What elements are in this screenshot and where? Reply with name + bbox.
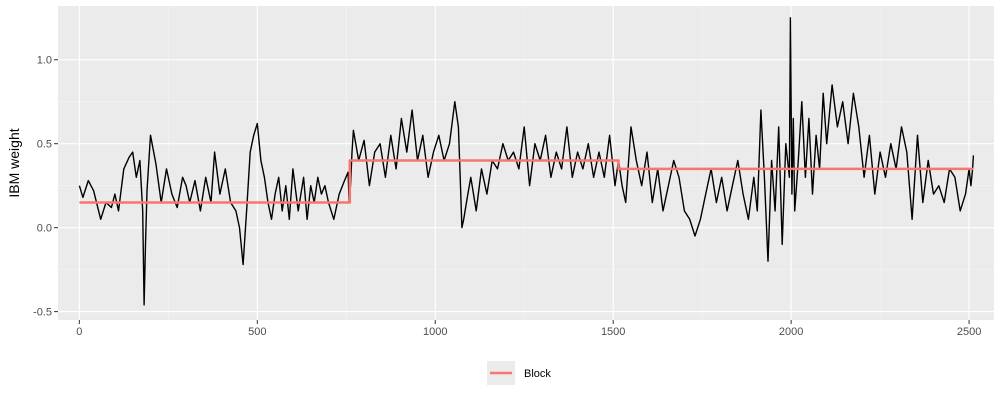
x-tick-label: 0 [76, 326, 82, 338]
block-line [79, 159, 974, 204]
y-tick-label: 0.5 [37, 139, 52, 151]
x-tick-label: 2000 [779, 326, 803, 338]
y-axis: -0.5 0.0 0.5 1.0 [33, 55, 58, 319]
x-tick-label: 1000 [423, 326, 447, 338]
x-axis: 0 500 1000 1500 2000 2500 [76, 320, 981, 338]
minor-gridlines [58, 6, 994, 320]
y-tick-label: -0.5 [33, 307, 52, 319]
y-tick-label: 1.0 [37, 55, 52, 67]
y-axis-title: IBM weight [6, 128, 22, 197]
series-layer [78, 17, 975, 306]
y-tick-label: 0.0 [37, 223, 52, 235]
plot-panel [58, 6, 994, 320]
x-tick-label: 2500 [957, 326, 981, 338]
legend: Block [487, 361, 551, 385]
legend-label-block: Block [524, 368, 551, 380]
x-tick-label: 1500 [601, 326, 625, 338]
x-tick-label: 500 [248, 326, 266, 338]
